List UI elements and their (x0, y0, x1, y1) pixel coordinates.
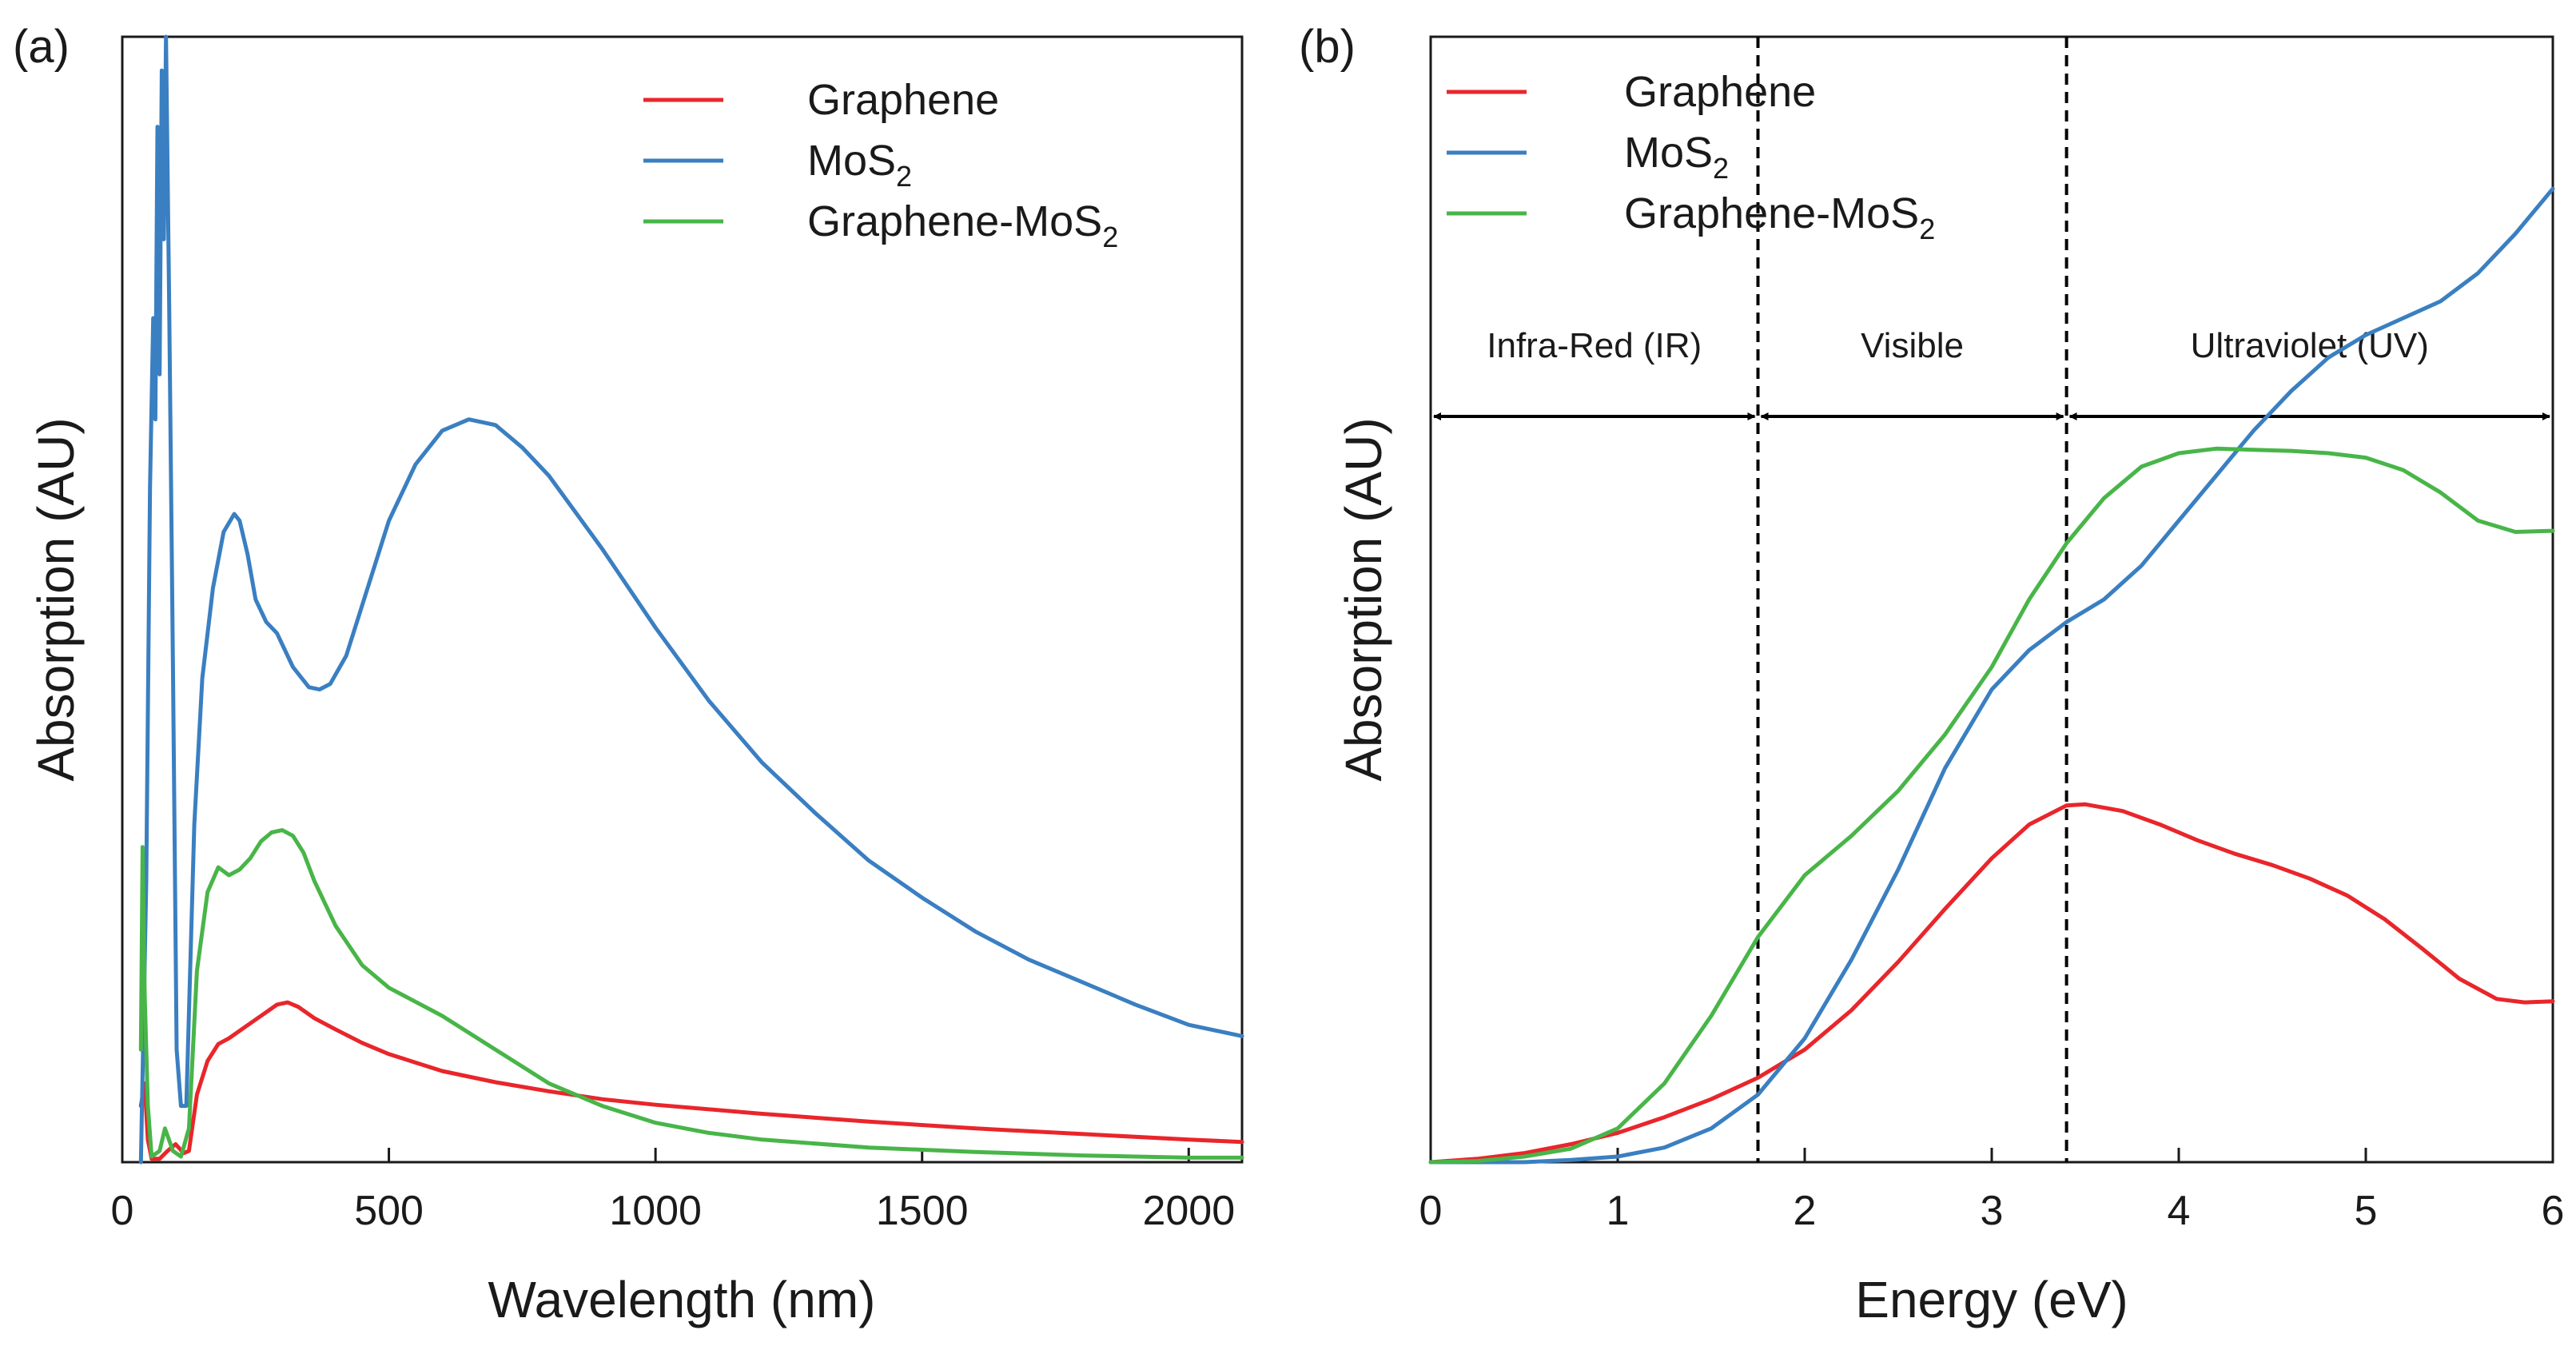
panel-b-x-tick-label-0: 0 (1419, 1188, 1443, 1234)
panel-b-label: (b) (1299, 21, 1356, 73)
panel-a: (a) 0 500 1000 1500 2000 Graphene MoS2Graphen… (13, 21, 1244, 1328)
panel-a-series-mos2 (138, 34, 1244, 1165)
panel-a-x-tick-label-2000: 2000 (1142, 1188, 1235, 1234)
panel-b-spectrum-regions: Infra-Red (IR) Visible Ultraviolet (UV) (1433, 37, 2550, 1162)
panel-b-legend-label-graphene-mos2: Graphene-MoS2 (1624, 189, 1935, 245)
panel-b-x-ticks: 0 1 2 3 4 5 6 (1419, 1148, 2565, 1234)
panel-b-x-tick-label-4: 4 (2168, 1188, 2191, 1234)
region-label-infra-red-ir: Infra-Red (IR) (1487, 326, 1702, 365)
panel-a-x-tick-label-500: 500 (354, 1188, 424, 1234)
panel-b-series-graphene-mos2 (1428, 446, 2555, 1165)
panel-b-series-graphene (1428, 802, 2555, 1165)
panel-a-legend-label-graphene: Graphene (807, 76, 999, 124)
panel-a-series-graphene-mos2 (138, 828, 1244, 1160)
panel-a-label: (a) (13, 21, 70, 73)
panel-b-y-axis-label: Absorption (AU) (1335, 417, 1392, 781)
panel-a-legend-label-mos2: MoS2 (807, 137, 912, 193)
panel-a-legend-label-graphene-mos2: Graphene-MoS2 (807, 197, 1118, 253)
panel-b-plot-frame (1429, 35, 2554, 1164)
panel-a-x-tick-label-1500: 1500 (876, 1188, 969, 1234)
panel-b-series-lines (1428, 186, 2555, 1165)
panel-b-series-mos2 (1428, 186, 2555, 1165)
region-label-ultraviolet-uv: Ultraviolet (UV) (2191, 326, 2429, 365)
panel-a-y-axis-label: Absorption (AU) (27, 417, 85, 781)
panel-b: (b) 0 1 2 3 4 5 6 Infra-Red (IR) Visible Ultravi… (1299, 21, 2564, 1328)
panel-b-x-tick-label-5: 5 (2355, 1188, 2378, 1234)
panel-b-x-axis-label: Energy (eV) (1855, 1271, 2128, 1328)
panel-a-series-graphene (138, 1000, 1244, 1161)
panel-b-x-tick-label-1: 1 (1607, 1188, 1630, 1234)
panel-a-x-tick-label-1000: 1000 (609, 1188, 702, 1234)
panel-a-plot-frame (121, 35, 1244, 1164)
panel-b-x-tick-label-3: 3 (1981, 1188, 2004, 1234)
panel-b-legend-label-mos2: MoS2 (1624, 129, 1729, 185)
panel-a-x-tick-label-0: 0 (111, 1188, 134, 1234)
panel-b-legend-label-graphene: Graphene (1624, 68, 1816, 116)
panel-a-series-lines (138, 34, 1244, 1165)
panel-a-x-axis-label: Wavelength (nm) (488, 1271, 876, 1328)
panel-b-x-tick-label-2: 2 (1794, 1188, 1817, 1234)
panel-a-x-ticks: 0 500 1000 1500 2000 (111, 1148, 1235, 1234)
panel-b-x-tick-label-6: 6 (2542, 1188, 2565, 1234)
region-label-visible: Visible (1861, 326, 1964, 365)
